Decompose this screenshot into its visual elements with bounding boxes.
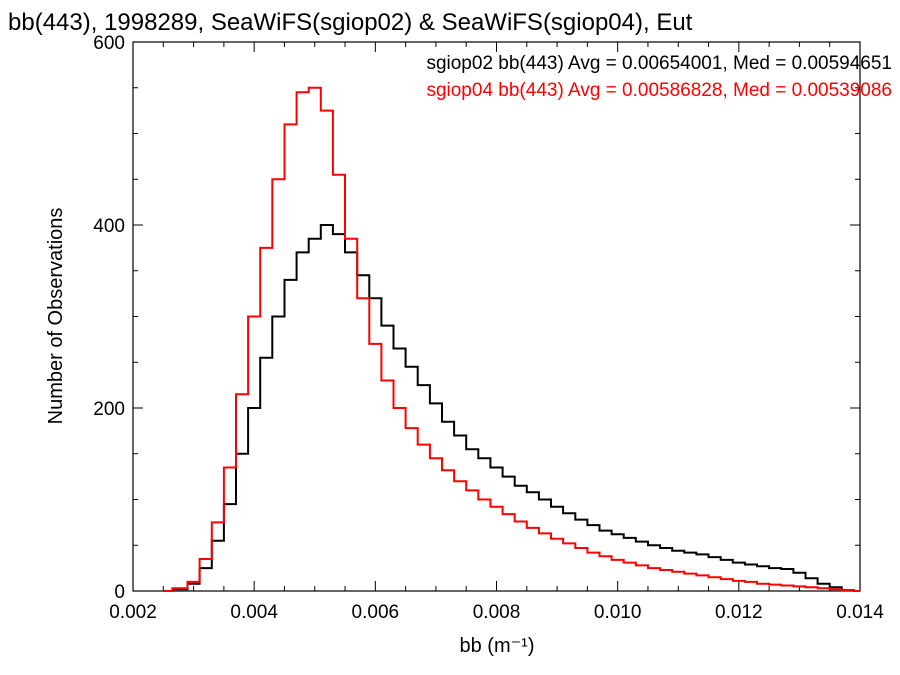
y-tick-label: 200 <box>93 399 125 420</box>
axis-tick-labels: 0.002 0.004 0.006 0.008 0.010 0.012 0.014 0 200 4… <box>93 33 884 623</box>
x-tick-label: 0.002 <box>109 602 157 623</box>
x-tick-label: 0.010 <box>594 602 642 623</box>
y-tick-label: 0 <box>114 582 125 603</box>
y-tick-label: 400 <box>93 216 125 237</box>
series-line-sgiop04 <box>163 86 860 592</box>
x-tick-label: 0.006 <box>352 602 400 623</box>
x-tick-label: 0.008 <box>473 602 521 623</box>
legend-entry-sgiop02: sgiop02 bb(443) Avg = 0.00654001, Med = … <box>426 53 892 74</box>
plot-frame <box>132 41 861 592</box>
x-axis-label: bb (m⁻¹) <box>460 635 535 657</box>
series-line-sgiop02 <box>163 224 860 592</box>
y-axis-label: Number of Observations <box>45 208 67 425</box>
x-tick-label: 0.004 <box>230 602 278 623</box>
x-tick-label: 0.014 <box>836 602 884 623</box>
series-layer <box>163 86 860 592</box>
axis-ticks <box>132 41 861 592</box>
legend-entry-sgiop04: sgiop04 bb(443) Avg = 0.00586828, Med = … <box>426 80 892 101</box>
x-tick-label: 0.012 <box>715 602 763 623</box>
y-tick-label: 600 <box>93 33 125 54</box>
chart-title: bb(443), 1998289, SeaWiFS(sgiop02) & Sea… <box>8 9 693 36</box>
